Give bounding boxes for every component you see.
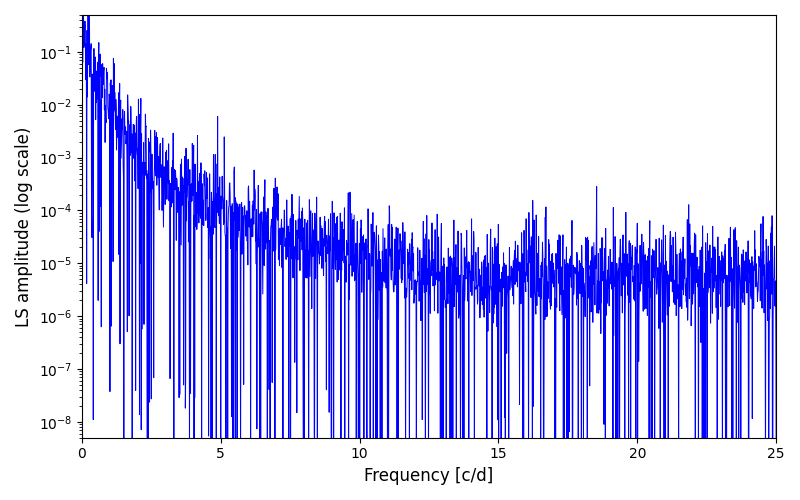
Y-axis label: LS amplitude (log scale): LS amplitude (log scale) bbox=[15, 126, 33, 326]
X-axis label: Frequency [c/d]: Frequency [c/d] bbox=[364, 467, 494, 485]
